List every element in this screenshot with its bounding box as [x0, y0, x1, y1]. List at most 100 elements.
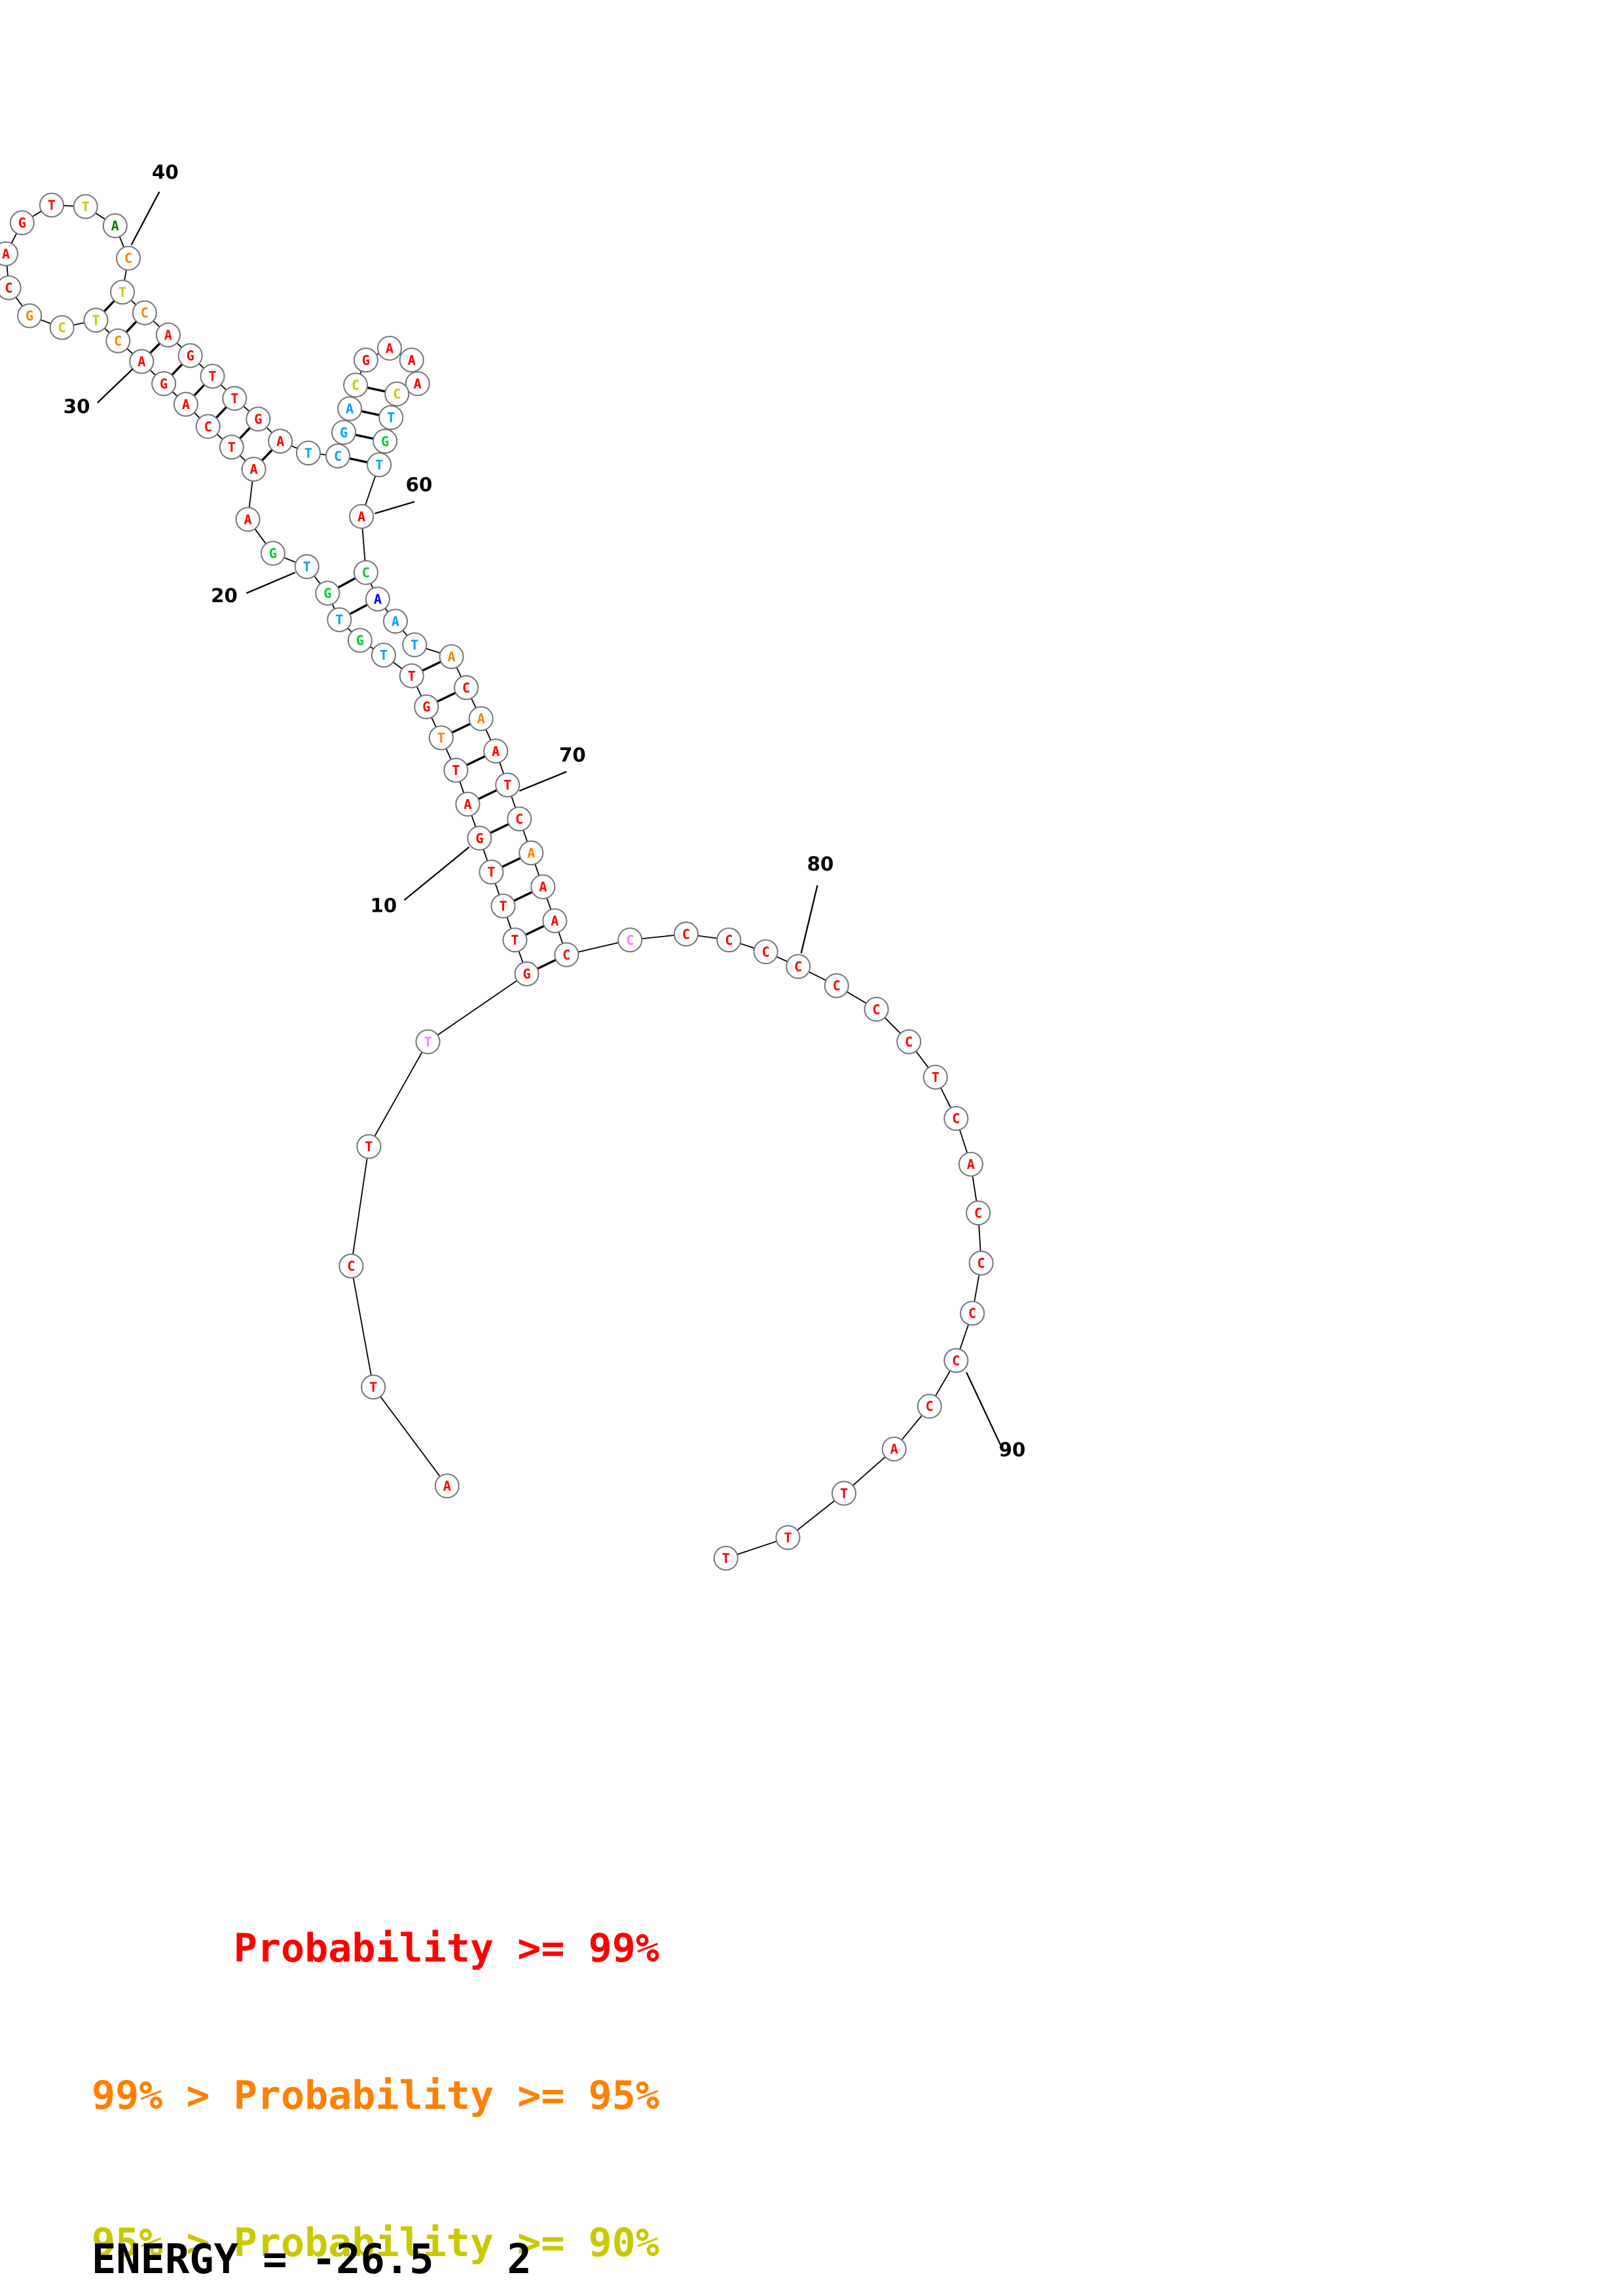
position-label: 70: [559, 744, 586, 766]
nucleotide-letter: A: [414, 376, 422, 391]
nucleotide-circle: [502, 927, 528, 953]
nucleotide-circle: [129, 349, 155, 374]
nucleotide-letter: C: [362, 565, 370, 581]
nucleotide-letter: A: [346, 401, 354, 417]
nucleotide-letter: T: [304, 445, 312, 461]
legend-line-p95: 99% > Probability >= 95%: [92, 2073, 659, 2119]
nucleotide-circle: [399, 663, 424, 689]
nucleotide-letter: T: [722, 1551, 730, 1566]
nucleotide-circle: [173, 391, 199, 417]
nucleotide-letter: A: [392, 613, 399, 629]
nucleotide-letter: G: [18, 215, 26, 231]
nucleotide-circle: [831, 1480, 857, 1506]
label-leader-line: [519, 771, 567, 792]
legend-line-p90: 95% > Probability >= 90%: [92, 2220, 659, 2266]
energy-text: ENERGY = -26.5 2: [92, 2235, 532, 2283]
label-leader-line: [800, 885, 818, 954]
nucleotide-letter: C: [762, 944, 770, 960]
nucleotide-circle: [943, 1105, 969, 1131]
nucleotide-circle: [943, 1348, 969, 1373]
nucleotide-circle: [9, 210, 35, 236]
nucleotide-letter: G: [160, 376, 168, 391]
nucleotide-circle: [514, 961, 539, 987]
nucleotide-circle: [554, 942, 579, 967]
nucleotide-circle: [367, 452, 392, 478]
nucleotide-circle: [507, 806, 532, 832]
nucleotide-letter: C: [977, 1255, 985, 1271]
nucleotide-circle: [235, 507, 261, 532]
nucleotide-letter: T: [119, 285, 126, 300]
nucleotide-letter: C: [905, 1034, 913, 1050]
nucleotide-circle: [399, 348, 424, 373]
nucleotide-circle: [519, 840, 544, 866]
nucleotide-letter: C: [725, 932, 733, 948]
nucleotide-circle: [73, 194, 98, 219]
nucleotide-circle: [365, 586, 390, 612]
position-label: 30: [64, 395, 90, 418]
nucleotide-circle: [356, 1134, 382, 1159]
nucleotide-letter: A: [492, 744, 500, 759]
nucleotide-letter: T: [369, 1379, 377, 1395]
nucleotide-letter: T: [48, 198, 56, 213]
nucleotide-letter: T: [487, 865, 495, 880]
nucleotide-circle: [824, 973, 849, 999]
nucleotide-circle: [414, 694, 439, 719]
nucleotide-letter: A: [111, 218, 119, 234]
nucleotide-circle: [542, 908, 568, 933]
nucleotide-circle: [382, 609, 409, 634]
label-leader-line: [96, 368, 134, 404]
position-labels: 10 20 30 40 60 70 80 90: [64, 161, 1026, 1461]
nucleotide-letter: A: [408, 352, 416, 368]
nucleotide-letter: A: [890, 1441, 898, 1457]
nucleotide-letter: C: [515, 811, 523, 827]
position-label: 40: [152, 161, 179, 183]
nucleotide-letter: C: [682, 926, 690, 942]
nucleotide-letter: C: [794, 959, 802, 975]
nucleotide-letter: A: [539, 879, 547, 895]
nucleotide-letter: A: [2, 246, 10, 262]
nucleotide-circle: [353, 348, 378, 373]
nucleotide-circle: [495, 772, 520, 798]
nucleotide-letter: T: [380, 647, 388, 663]
nucleotide-letter: C: [833, 978, 841, 994]
nucleotide-letter: G: [422, 699, 430, 715]
nucleotide-circle: [0, 241, 19, 266]
nucleotide-circle: [673, 922, 699, 947]
nucleotide-circle: [415, 1029, 441, 1054]
position-label: 60: [406, 474, 433, 496]
nucleotide-letter: T: [230, 391, 238, 406]
nucleotide-letter: G: [522, 966, 530, 982]
nucleotide-letter: A: [527, 845, 535, 861]
nucleotide-circle: [371, 642, 396, 668]
label-leader-line: [246, 571, 296, 594]
nucleotide-letter: A: [137, 354, 145, 370]
nucleotide-circle: [490, 893, 516, 919]
nucleotide-letter: A: [477, 711, 485, 726]
nucleotide-circle: [716, 927, 742, 953]
nucleotide-circle: [353, 560, 378, 585]
nucleotide-circle: [132, 300, 157, 326]
nucleotide-circle: [960, 1300, 985, 1326]
nucleotide-circle: [455, 791, 481, 817]
nucleotide-letter: G: [475, 831, 483, 846]
position-label: 20: [211, 584, 238, 607]
nucleotide-circle: [338, 1253, 364, 1279]
nucleotide-circle: [151, 371, 177, 397]
nucleotide-circle: [958, 1151, 983, 1177]
nucleotide-letter: C: [5, 280, 12, 296]
nucleotide-letter: A: [386, 340, 393, 356]
nucleotide-letter: G: [26, 308, 33, 324]
backbone-segment: [368, 1041, 429, 1147]
nucleotide-circle: [246, 406, 271, 432]
label-leader-line: [403, 846, 470, 901]
nucleotide-circle: [468, 706, 494, 731]
nucleotide-circle: [116, 245, 141, 271]
nucleotide-letter: A: [443, 1478, 451, 1494]
nucleotide-letter: C: [968, 1306, 976, 1321]
nucleotide-letter: T: [784, 1530, 792, 1545]
nucleotide-circle: [373, 429, 398, 454]
probability-legend: Probability >= 99% 99% > Probability >= …: [92, 1826, 659, 2296]
nucleotide-letter: T: [840, 1486, 848, 1501]
